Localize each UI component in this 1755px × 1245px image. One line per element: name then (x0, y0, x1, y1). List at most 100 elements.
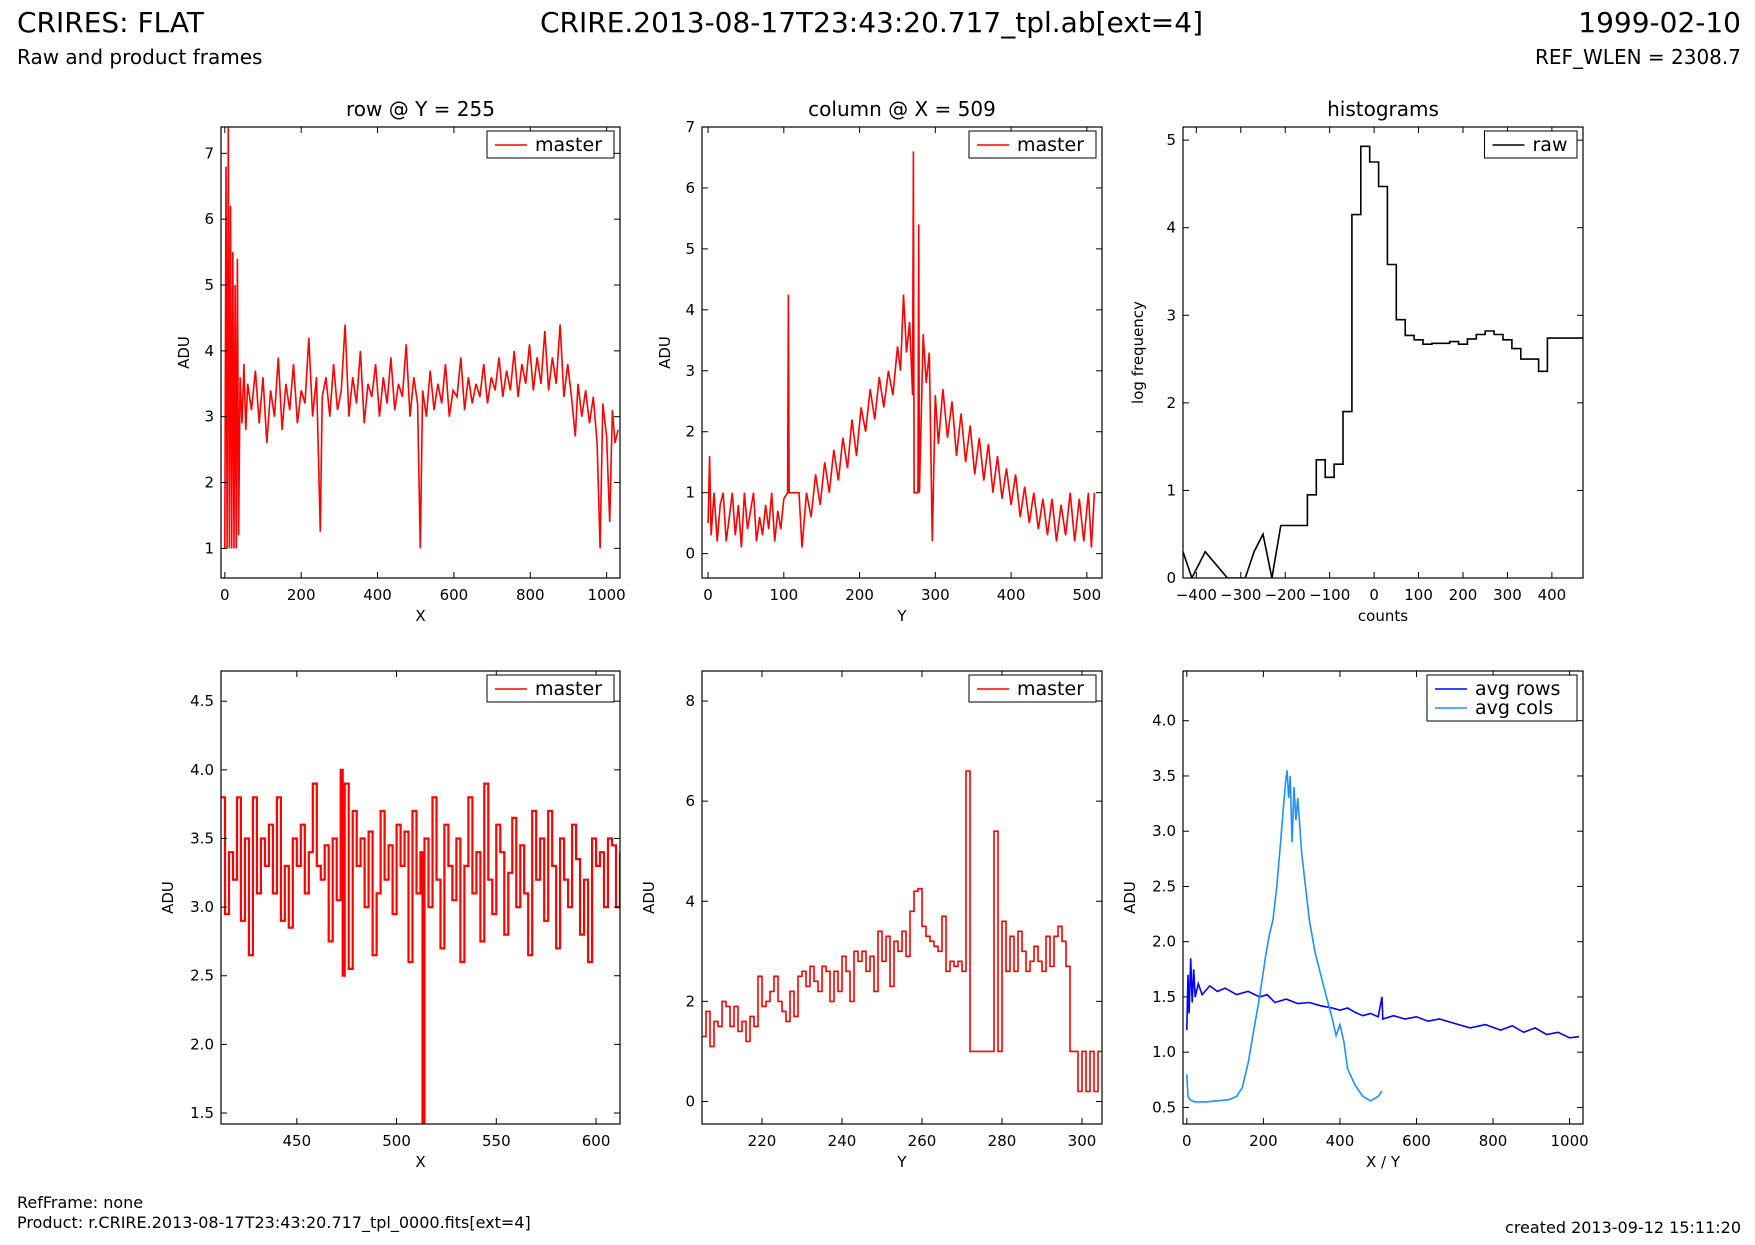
y-axis-label: ADU (1121, 881, 1139, 914)
plot-frame (220, 126, 621, 579)
figure-title-right: 1999-02-10 (1578, 6, 1741, 39)
x-tick-label: 0 (703, 586, 713, 604)
y-tick-label: 1.5 (1152, 988, 1176, 1006)
y-tick-label: 0 (685, 1092, 695, 1110)
x-tick-label: 800 (516, 586, 545, 604)
y-axis-label: ADU (656, 336, 674, 369)
x-axis-label: Y (896, 607, 907, 625)
y-tick-label: 4 (685, 301, 695, 319)
series-line-avg-rows (1186, 958, 1580, 1039)
x-tick-label: 240 (828, 1132, 857, 1150)
legend: raw (1484, 130, 1578, 159)
y-tick-label: 5 (204, 276, 214, 294)
plot-frame (1182, 670, 1584, 1125)
y-tick-label: 2.5 (1152, 877, 1176, 895)
y-tick-label: 4.5 (190, 692, 214, 710)
chart-panel-1: 0 200 400 600 800 1000 1 2 3 4 5 6 7 row @ Y = 255 X AD… (175, 97, 626, 625)
x-tick-label: 500 (1073, 586, 1102, 604)
y-tick-label: 6 (685, 179, 695, 197)
x-tick-label: 280 (988, 1132, 1017, 1150)
legend: master (968, 674, 1097, 703)
x-tick-label: 550 (482, 1132, 511, 1150)
x-tick-label: 0 (220, 586, 230, 604)
x-tick-label: 300 (1493, 586, 1522, 604)
y-tick-label: 3 (1166, 306, 1176, 324)
chart-title: column @ X = 509 (808, 97, 996, 121)
x-tick-label: 0 (1369, 586, 1379, 604)
x-tick-label: 400 (363, 586, 392, 604)
footer-refframe: RefFrame: none (17, 1193, 144, 1212)
chart-title: row @ Y = 255 (346, 97, 495, 121)
y-axis-label: ADU (175, 336, 193, 369)
y-tick-label: 5 (685, 240, 695, 258)
y-tick-label: 2.5 (190, 967, 214, 985)
y-tick-label: 0.5 (1152, 1098, 1176, 1116)
figure-title-center: CRIRE.2013-08-17T23:43:20.717_tpl.ab[ext… (540, 6, 1204, 39)
y-tick-label: 4 (1166, 219, 1176, 237)
x-tick-label: 0 (1182, 1132, 1192, 1150)
y-tick-label: 4 (204, 342, 214, 360)
legend-label: master (1017, 678, 1084, 700)
chart-panel-2: 0 100 200 300 400 500 0 1 2 3 4 5 6 7 column @ X = 509… (656, 97, 1103, 625)
plot-frame (1182, 126, 1584, 579)
y-tick-label: 4.0 (1152, 712, 1176, 730)
plot-frame (220, 670, 621, 1125)
y-tick-label: 5 (1166, 131, 1176, 149)
y-tick-label: 8 (685, 692, 695, 710)
y-tick-label: 3 (204, 408, 214, 426)
y-axis-label: ADU (640, 881, 658, 914)
series-line-avg-cols (1186, 770, 1383, 1103)
series-line-raw (1183, 145, 1583, 578)
legend: master (968, 130, 1097, 159)
y-tick-label: 7 (204, 144, 214, 162)
series-line-master (702, 770, 1102, 1093)
x-axis-label: Y (896, 1153, 907, 1171)
x-tick-label: 800 (1479, 1132, 1508, 1150)
x-tick-label: 450 (282, 1132, 311, 1150)
chart-title: histograms (1327, 97, 1439, 121)
x-axis-label: X / Y (1366, 1153, 1401, 1171)
y-tick-label: 0 (685, 545, 695, 563)
x-tick-label: −300 (1220, 586, 1261, 604)
y-tick-label: 1 (1166, 481, 1176, 499)
x-tick-label: 200 (1249, 1132, 1278, 1150)
x-axis-label: counts (1358, 607, 1408, 625)
y-tick-label: 2 (685, 992, 695, 1010)
y-tick-label: 2 (685, 423, 695, 441)
legend-label: master (535, 134, 602, 156)
y-tick-label: 3.5 (190, 829, 214, 847)
legend-box (968, 674, 1097, 703)
y-tick-label: 1.0 (1152, 1043, 1176, 1061)
y-tick-label: 3.5 (1152, 767, 1176, 785)
figure-subtitle-left: Raw and product frames (17, 45, 263, 69)
chart-panel-5: 220 240 260 280 300 0 2 4 6 8 Y ADU master (640, 670, 1103, 1171)
x-tick-label: 220 (748, 1132, 777, 1150)
series-line-master (224, 127, 619, 549)
y-tick-label: 6 (204, 210, 214, 228)
y-tick-label: 0 (1166, 569, 1176, 587)
y-tick-label: 2.0 (190, 1035, 214, 1053)
footer-product: Product: r.CRIRE.2013-08-17T23:43:20.717… (17, 1213, 531, 1232)
y-tick-label: 1.5 (190, 1104, 214, 1122)
series-line-master (221, 768, 620, 1124)
footer-created: created 2013-09-12 15:11:20 (1505, 1218, 1741, 1237)
x-axis-label: X (415, 1153, 425, 1171)
legend-label: avg rows (1475, 678, 1560, 700)
figure-title-left: CRIRES: FLAT (17, 6, 204, 39)
y-tick-label: 1 (204, 539, 214, 557)
x-tick-label: 600 (582, 1132, 611, 1150)
chart-panel-4: 450 500 550 600 1.5 2.0 2.5 3.0 3.5 4.0 4.5 X ADU mas… (159, 670, 621, 1171)
x-tick-label: 400 (1326, 1132, 1355, 1150)
x-tick-label: 200 (845, 586, 874, 604)
figure-subtitle-right: REF_WLEN = 2308.7 (1534, 45, 1741, 69)
y-tick-label: 4 (685, 892, 695, 910)
x-tick-label: 600 (1402, 1132, 1431, 1150)
x-tick-label: 200 (287, 586, 316, 604)
x-tick-label: 260 (908, 1132, 937, 1150)
series-line-master (707, 151, 1096, 548)
x-tick-label: 300 (921, 586, 950, 604)
x-tick-label: 300 (1068, 1132, 1097, 1150)
legend-label: avg cols (1475, 697, 1553, 719)
